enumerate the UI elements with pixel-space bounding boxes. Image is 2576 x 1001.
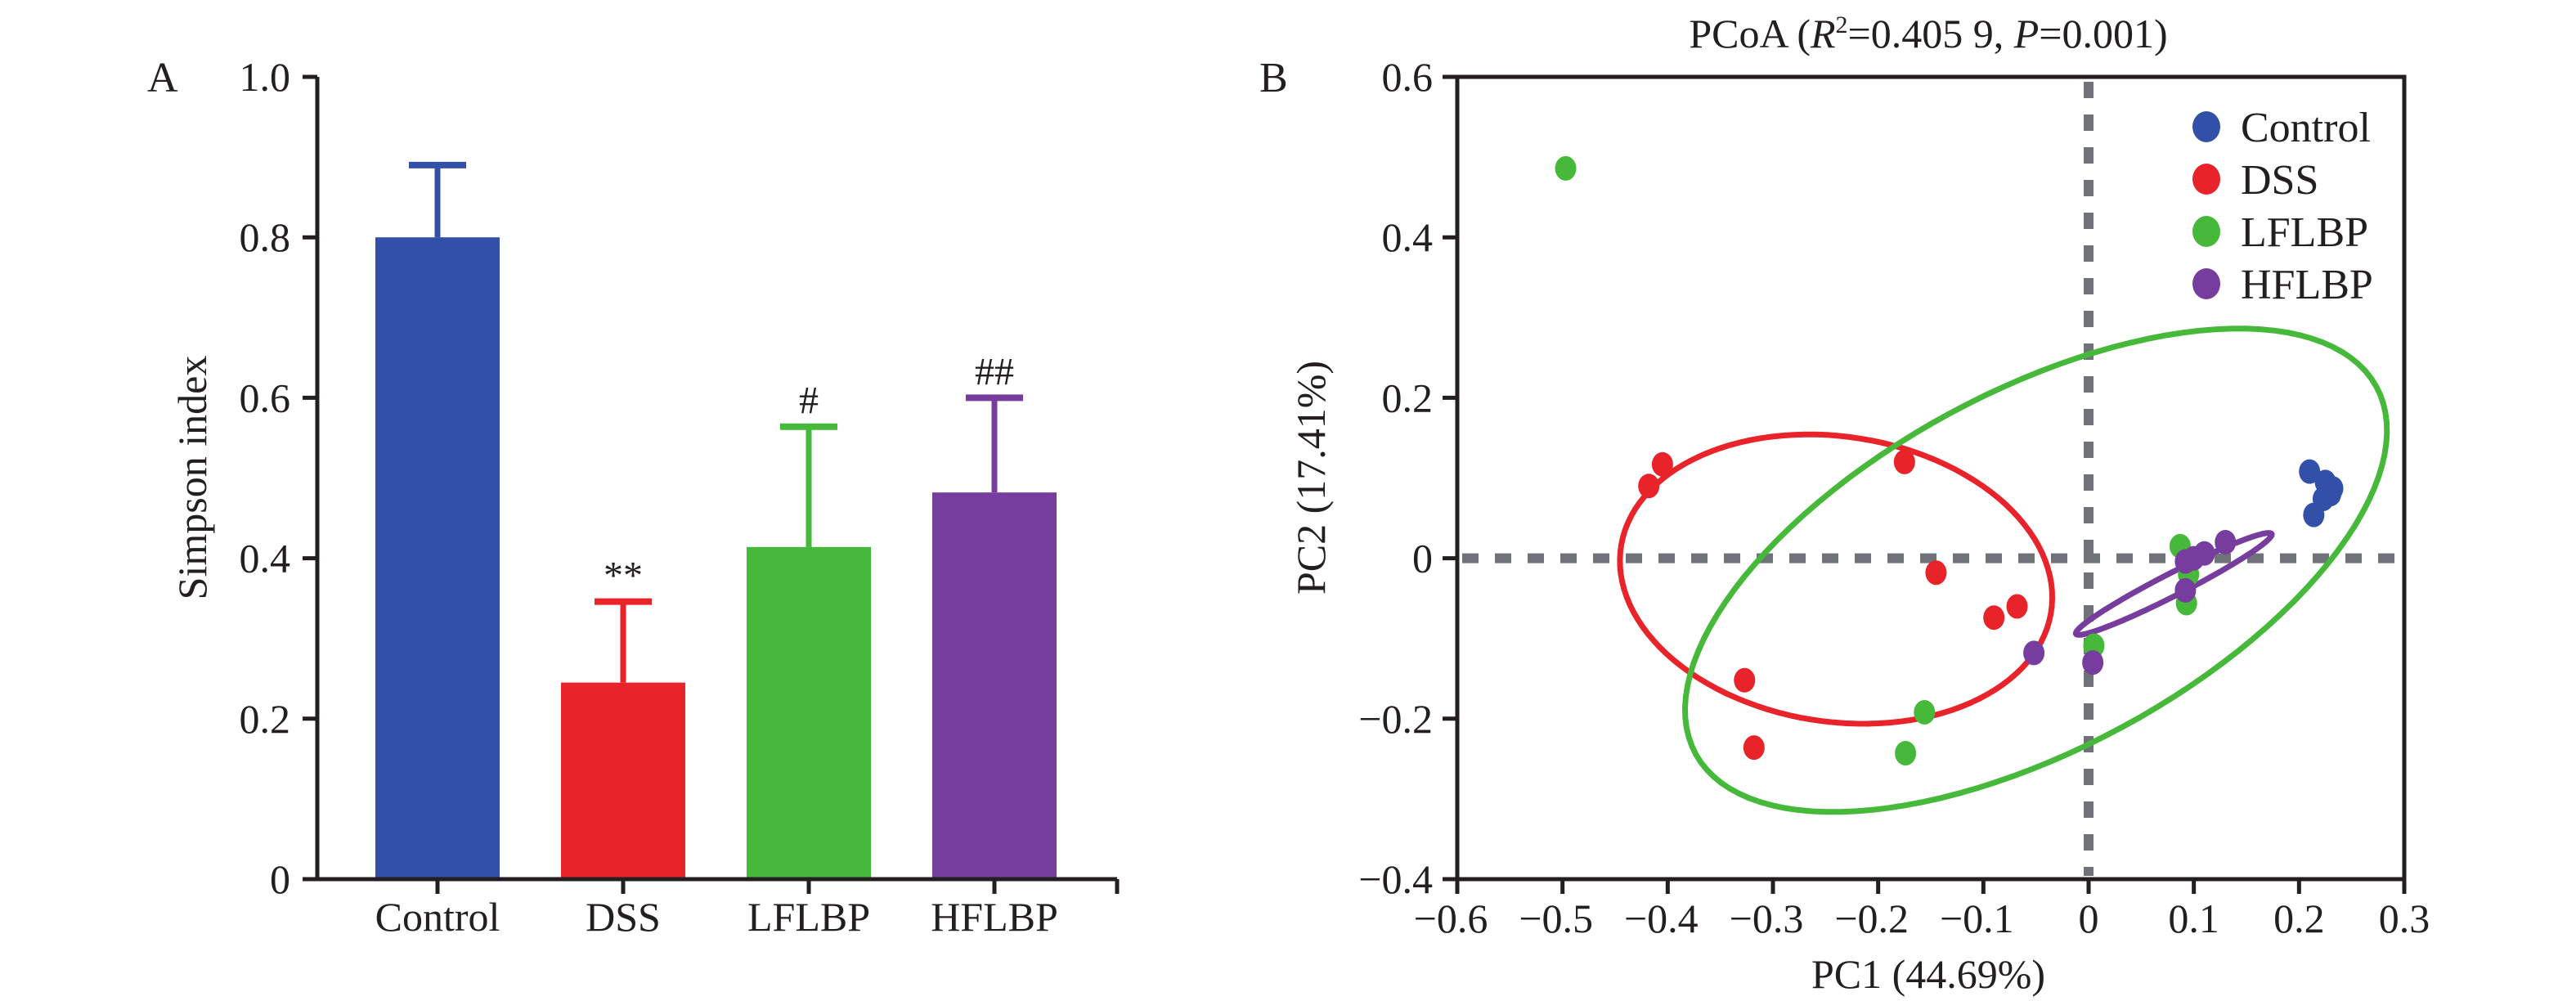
y-tick-label: 0.2 — [1382, 375, 1434, 420]
point-dss — [1743, 735, 1765, 761]
title-r-superscript: 2 — [1836, 11, 1848, 38]
y-axis-label: Simpson index — [169, 356, 215, 600]
x-tick-label: 0 — [2079, 896, 2099, 941]
y-tick-label: 0.4 — [240, 536, 291, 581]
data-points — [1555, 155, 2344, 765]
x-axis-ticks: Control DSS LFLBP HFLBP — [375, 879, 1120, 940]
point-hflbp — [2183, 545, 2205, 571]
plot-frame — [1455, 74, 2407, 882]
x-tick-label: −0.1 — [1940, 896, 2014, 941]
legend-label: HFLBP — [2241, 262, 2373, 308]
y-tick-label: 0.6 — [240, 375, 291, 420]
y-axis-label-pc2: PC2 (17.41%) — [1288, 361, 1334, 595]
legend-item-control: Control — [2192, 105, 2371, 151]
x-tick-label: −0.2 — [1834, 896, 1909, 941]
y-axis-ticks: 0 0.2 0.4 0.6 0.8 1.0 — [240, 54, 317, 902]
legend-label: DSS — [2241, 157, 2318, 204]
significance-marker: # — [799, 379, 819, 423]
y-tick-label: 0.8 — [240, 214, 291, 260]
x-tick-label: LFLBP — [747, 894, 870, 940]
bars — [375, 237, 1057, 879]
ellipse-hflbp — [2072, 530, 2275, 638]
legend-marker — [2192, 216, 2220, 247]
title-r: R — [1810, 11, 1836, 56]
point-hflbp — [2023, 640, 2045, 666]
point-hflbp — [2082, 650, 2104, 676]
significance-marker: ## — [975, 350, 1014, 393]
legend-marker — [2192, 268, 2220, 299]
x-tick-label: −0.3 — [1730, 896, 1804, 941]
y-axis-ticks: −0.4 −0.2 0 0.2 0.4 0.6 — [1358, 54, 1457, 902]
point-dss — [1638, 474, 1660, 499]
x-tick-label: −0.5 — [1519, 896, 1593, 941]
chart-title: PCoA (R2=0.405 9, P=0.001) — [1689, 11, 2167, 56]
significance-marker: ** — [604, 554, 643, 598]
x-tick-label: 0.2 — [2273, 896, 2325, 941]
panel-b-pcoa-plot: B PCoA (R2=0.405 9, P=0.001) PC2 (17.41%… — [1259, 11, 2430, 997]
legend-label: LFLBP — [2241, 209, 2368, 256]
ellipse-lflbp — [1681, 325, 2390, 815]
x-tick-label: 0.1 — [2168, 896, 2219, 941]
point-hflbp — [2174, 577, 2197, 603]
bar-hflbp — [932, 492, 1057, 879]
panel-a-bar-chart: A Simpson index 00.20.40.60.81.0 **### C… — [147, 54, 1120, 940]
x-tick-label: −0.4 — [1624, 896, 1699, 941]
legend-label: Control — [2241, 105, 2371, 151]
bar-control — [375, 237, 500, 879]
title-r-value: =0.405 9, — [1848, 11, 2014, 56]
y-tick-label: 0.4 — [1382, 214, 1434, 260]
error-bars — [409, 161, 1023, 683]
y-tick-label: 0.2 — [240, 696, 291, 742]
point-control — [2319, 482, 2341, 507]
y-tick-label: 1.0 — [240, 54, 291, 100]
significance-annotations: **### — [604, 350, 1014, 597]
title-prefix: PCoA ( — [1689, 11, 1811, 56]
point-dss — [1983, 605, 2005, 631]
x-axis-label-pc1: PC1 (44.69%) — [1811, 951, 2045, 997]
legend-marker — [2192, 111, 2220, 142]
legend-item-lflbp: LFLBP — [2192, 209, 2368, 256]
x-tick-label: HFLBP — [931, 894, 1058, 940]
legend: Control DSS LFLBP HFLBP — [2192, 105, 2373, 308]
bar-lflbp — [747, 546, 871, 879]
x-tick-label: 0.3 — [2379, 896, 2430, 941]
legend-marker — [2192, 164, 2220, 195]
x-axis-ticks: −0.6 −0.5 −0.4 −0.3 −0.2 −0.1 0 0.1 0.2 0.3 — [1414, 879, 2430, 941]
point-hflbp — [2215, 529, 2237, 554]
x-tick-label: −0.6 — [1414, 896, 1488, 941]
title-p: P — [2013, 11, 2040, 56]
y-tick-label: 0.6 — [1382, 54, 1434, 100]
ellipse-dss — [1617, 431, 2056, 727]
point-lflbp — [1555, 155, 1577, 181]
y-tick-label: 0 — [270, 856, 290, 902]
legend-item-dss: DSS — [2192, 157, 2318, 204]
panel-b-label: B — [1259, 55, 1288, 101]
y-tick-label: −0.4 — [1358, 856, 1433, 902]
y-tick-label: −0.2 — [1358, 696, 1433, 742]
x-tick-label: DSS — [586, 894, 661, 940]
confidence-ellipses — [1617, 325, 2390, 815]
point-dss — [1651, 451, 1673, 477]
point-dss — [1925, 560, 1947, 586]
panel-a-label: A — [147, 55, 178, 101]
y-tick-label: 0 — [1412, 536, 1433, 581]
legend-item-hflbp: HFLBP — [2192, 262, 2373, 308]
point-dss — [2006, 594, 2028, 619]
point-dss — [1734, 667, 1756, 693]
point-dss — [1893, 449, 1915, 474]
point-control — [2299, 459, 2321, 484]
point-lflbp — [1895, 740, 1917, 765]
x-tick-label: Control — [375, 894, 500, 940]
point-lflbp — [1914, 699, 1936, 725]
bar-dss — [561, 682, 685, 879]
title-p-value: =0.001) — [2039, 11, 2167, 56]
